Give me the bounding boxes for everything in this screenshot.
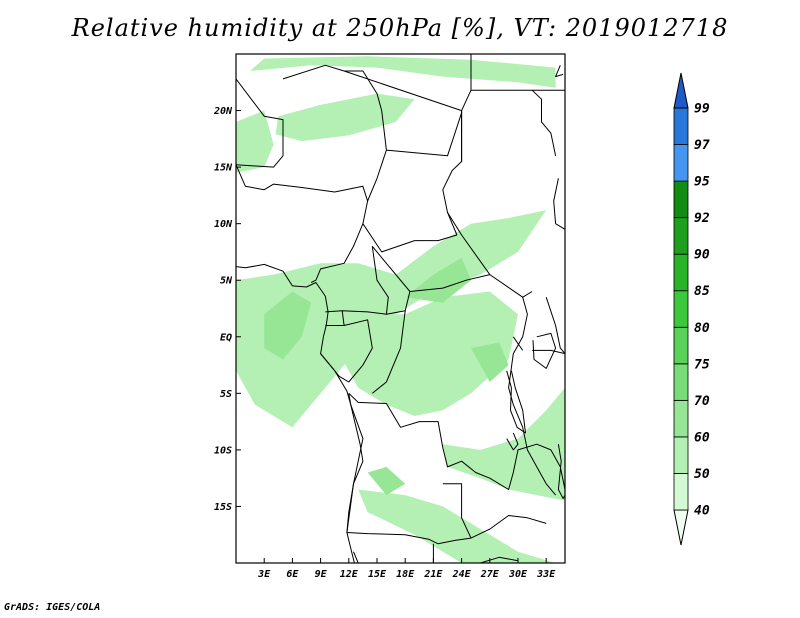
lon-tick-label: 3E: [257, 569, 271, 580]
colorbar-label: 97: [694, 138, 710, 153]
country-border: [348, 392, 552, 490]
colorbar-segment: [673, 473, 689, 511]
country-border: [346, 532, 472, 545]
country-border: [404, 291, 411, 311]
lat-tick-label: 20N: [213, 106, 233, 117]
lon-tick-label: 33E: [536, 569, 556, 580]
colorbar-label: 70: [694, 394, 710, 409]
lon-tick-label: 21E: [423, 569, 443, 580]
country-border: [282, 64, 387, 202]
country-border: [236, 78, 284, 168]
country-border: [508, 297, 528, 428]
coastline: [557, 444, 565, 499]
country-border: [470, 54, 565, 91]
colorbar-label: 40: [694, 504, 710, 519]
country-border: [343, 70, 463, 236]
lat-tick-label: 10S: [214, 445, 232, 456]
humidity-region: [250, 56, 556, 88]
colorbar-label: 80: [694, 321, 710, 336]
lon-tick-label: 24E: [452, 569, 472, 580]
lon-tick-label: 18E: [396, 569, 415, 580]
humidity-region: [264, 291, 312, 360]
country-border: [512, 336, 524, 351]
humidity-shading-layer: [236, 56, 565, 563]
colorbar-upper-triangle: [673, 72, 689, 109]
colorbar-segment: [673, 217, 689, 255]
colorbar: 40 50 60 70 75 80 85 90 92 95 97 99: [673, 72, 710, 546]
lon-tick-label: 9E: [315, 569, 328, 580]
country-border: [353, 551, 359, 563]
humidity-region: [358, 489, 556, 563]
country-border: [545, 297, 565, 355]
country-border: [236, 164, 369, 283]
lon-tick-label: 12E: [340, 569, 359, 580]
colorbar-segment: [673, 436, 689, 474]
colorbar-segment: [673, 326, 689, 365]
lat-tick-label: 5S: [220, 389, 232, 400]
colorbar-label: 50: [694, 467, 710, 482]
country-border: [371, 245, 490, 292]
colorbar-label: 75: [694, 357, 710, 372]
coastline: [506, 432, 519, 451]
country-border: [386, 112, 463, 157]
colorbar-segment: [673, 180, 689, 219]
humidity-region: [275, 93, 415, 142]
humidity-region: [367, 466, 406, 496]
colorbar-label: 99: [694, 102, 710, 117]
lat-tick-label: EQ: [220, 332, 232, 343]
colorbar-label: 92: [694, 211, 710, 226]
lat-tick-label: 5N: [220, 276, 233, 287]
country-border: [346, 404, 364, 533]
lon-tick-label: 30E: [508, 569, 528, 580]
coastline: [506, 370, 526, 434]
country-border: [480, 556, 519, 563]
country-border: [470, 515, 547, 539]
coastline: [555, 65, 564, 78]
map-frame: [235, 53, 566, 564]
humidity-region: [471, 342, 509, 382]
country-border: [442, 483, 472, 539]
country-border: [362, 223, 458, 253]
longitude-axis: 3E 6E 9E 12E 15E 18E 21E 24E 27E 30E 33E: [257, 558, 556, 580]
colorbar-label: 85: [694, 284, 710, 299]
coastline: [532, 332, 557, 369]
lon-tick-label: 6E: [286, 569, 299, 580]
country-border: [531, 89, 557, 156]
lon-tick-label: 15E: [368, 569, 387, 580]
country-borders-layer: [236, 54, 565, 563]
colorbar-label: 90: [694, 248, 710, 263]
lat-tick-label: 15N: [214, 163, 233, 174]
latitude-axis: 20N 15N 10N 5N EQ 5S 10S 15S: [213, 106, 241, 513]
humidity-region: [405, 257, 471, 303]
humidity-region: [236, 210, 547, 428]
lat-tick-label: 10N: [214, 219, 233, 230]
country-border: [461, 89, 472, 162]
humidity-region: [330, 291, 518, 416]
colorbar-segment: [673, 290, 689, 328]
page-title: Relative humidity at 250hPa [%], VT: 201…: [71, 14, 729, 42]
country-border: [532, 349, 565, 355]
colorbar-label: 95: [694, 175, 710, 190]
coastline: [236, 263, 364, 563]
colorbar-segment: [673, 253, 689, 292]
humidity-region: [236, 110, 274, 173]
colorbar-segment: [673, 144, 689, 182]
colorbar-lower-triangle: [673, 509, 689, 546]
colorbar-segment: [673, 363, 689, 401]
coastline-layer: [236, 65, 565, 563]
humidity-region: [442, 387, 565, 501]
country-border: [371, 310, 406, 394]
lat-tick-label: 15S: [214, 502, 232, 513]
colorbar-label: 60: [694, 430, 710, 445]
country-border: [553, 178, 565, 230]
country-border: [522, 427, 556, 496]
colorbar-segment: [673, 107, 689, 145]
grads-credit: GrADS: IGES/COLA: [4, 602, 101, 613]
lon-tick-label: 27E: [480, 569, 500, 580]
colorbar-segment: [673, 399, 689, 438]
